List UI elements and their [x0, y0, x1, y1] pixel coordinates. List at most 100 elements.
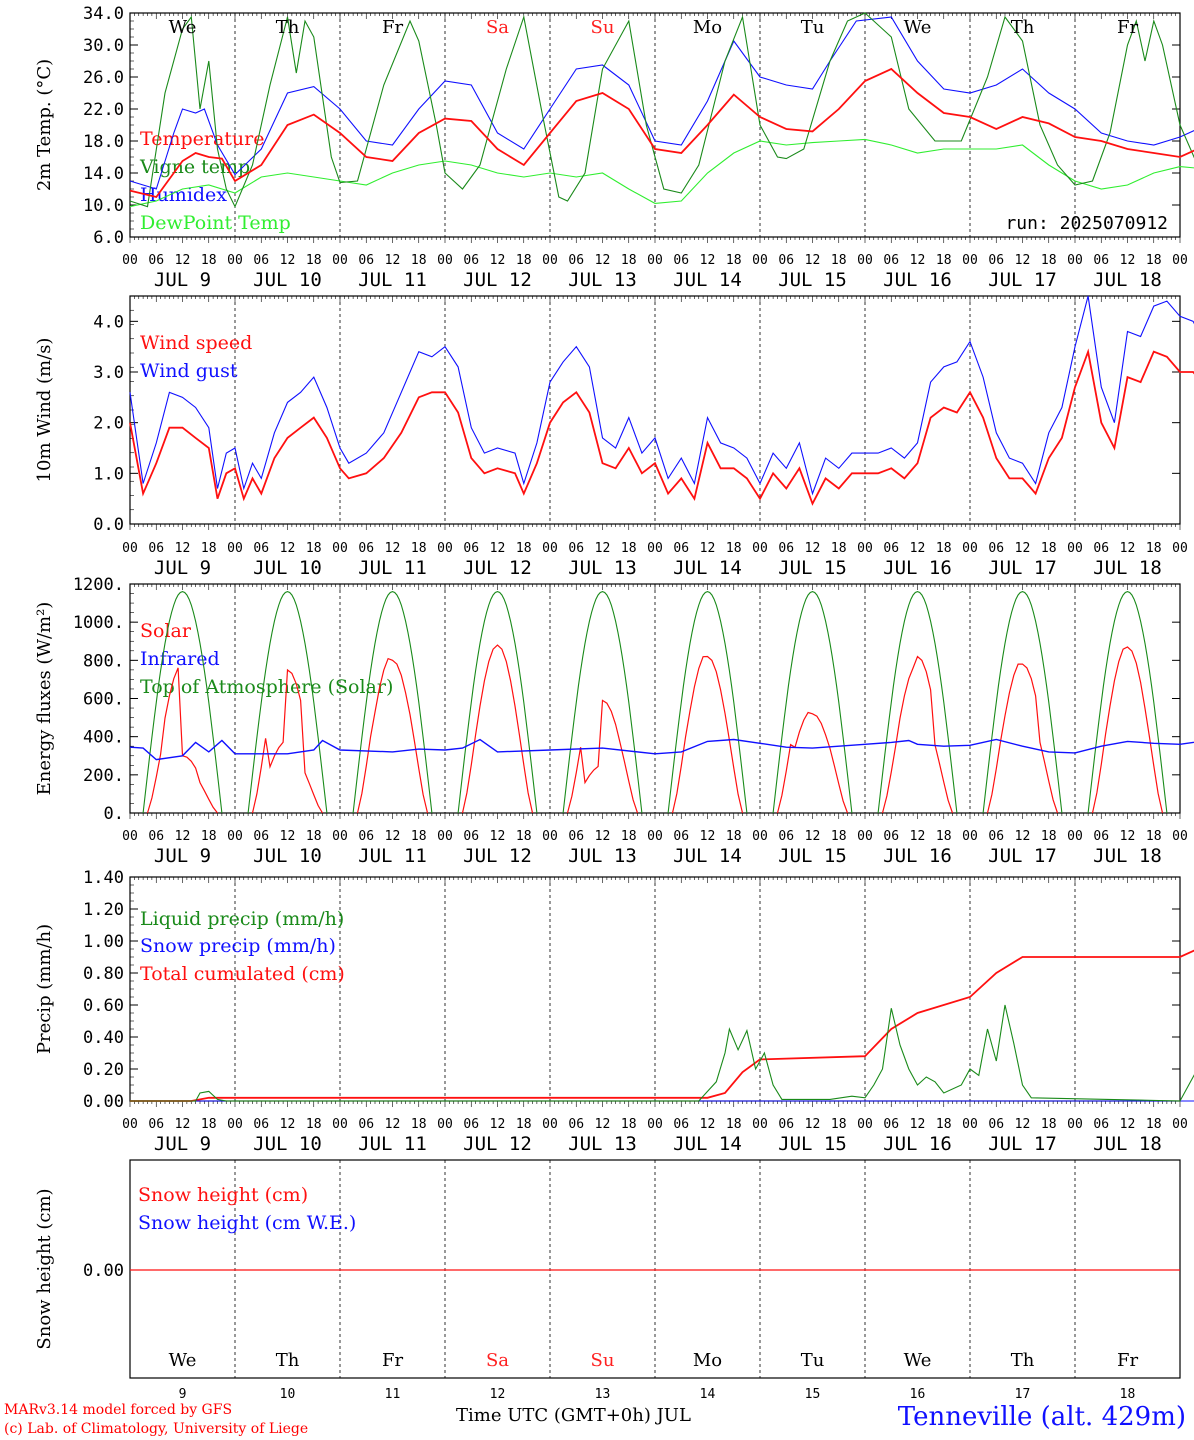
hour-tick-label: 18	[936, 1117, 952, 1132]
hour-tick-label: 18	[726, 253, 742, 268]
day-of-week-label: Tu	[801, 1350, 825, 1371]
y-tick-label: 1.40	[83, 868, 124, 888]
hour-tick-label: 00	[1067, 253, 1083, 268]
hour-tick-label: 00	[542, 829, 558, 844]
hour-tick-label: 12	[1015, 541, 1031, 556]
series-line-wind-gust	[129, 295, 1194, 496]
hour-tick-label: 12	[490, 541, 506, 556]
hour-tick-label: 12	[700, 1117, 716, 1132]
hour-tick-label: 12	[805, 829, 821, 844]
hour-tick-label: 00	[752, 253, 768, 268]
hour-tick-label: 18	[831, 253, 847, 268]
hour-tick-label: 06	[358, 253, 374, 268]
date-label: JUL 17	[988, 557, 1057, 579]
day-number-label: 12	[490, 1387, 506, 1402]
hour-tick-label: 00	[437, 253, 453, 268]
hour-tick-label: 12	[280, 829, 296, 844]
series-line-liquid-precip-mm-h-	[130, 1004, 1194, 1102]
day-of-week-label: Th	[1011, 1350, 1035, 1371]
hour-tick-label: 12	[910, 541, 926, 556]
hour-tick-label: 12	[1015, 829, 1031, 844]
day-number-label: 15	[805, 1387, 821, 1402]
day-number-label: 17	[1015, 1387, 1031, 1402]
hour-tick-label: 00	[962, 829, 978, 844]
hour-tick-label: 12	[595, 253, 611, 268]
hour-tick-label: 06	[883, 829, 899, 844]
y-tick-label: 400.	[83, 728, 124, 748]
y-axis-label: Energy fluxes (W/m²)	[34, 602, 55, 796]
hour-tick-label: 00	[1067, 541, 1083, 556]
hour-tick-label: 18	[201, 253, 217, 268]
hour-tick-label: 00	[1172, 829, 1188, 844]
y-tick-label: 0.60	[83, 996, 124, 1016]
hour-tick-label: 12	[1015, 253, 1031, 268]
y-tick-label: 0.0	[93, 515, 124, 535]
hour-tick-label: 06	[253, 1117, 269, 1132]
hour-tick-label: 12	[175, 253, 191, 268]
y-tick-label: 3.0	[93, 363, 124, 383]
hour-tick-label: 12	[805, 541, 821, 556]
hour-tick-label: 12	[910, 1117, 926, 1132]
y-tick-label: 14.0	[83, 164, 124, 184]
date-label: JUL 12	[463, 557, 532, 579]
date-label: JUL 16	[883, 1133, 952, 1155]
y-tick-label: 200.	[83, 766, 124, 786]
hour-tick-label: 06	[883, 253, 899, 268]
hour-tick-label: 06	[463, 541, 479, 556]
date-label: JUL 14	[673, 557, 742, 579]
date-label: JUL 15	[778, 269, 847, 291]
hour-tick-label: 06	[568, 253, 584, 268]
hour-tick-label: 18	[411, 1117, 427, 1132]
day-of-week-label: Su	[591, 1350, 615, 1371]
y-tick-label: 0.20	[83, 1060, 124, 1080]
hour-tick-label: 18	[201, 1117, 217, 1132]
date-label: JUL 18	[1093, 269, 1162, 291]
hour-tick-label: 00	[437, 541, 453, 556]
panel-3: 00 06 12 18 00 06 12 18 00 06 12 18 00 06 12 18 00 06 12 18…	[34, 575, 1194, 867]
hour-tick-label: 12	[280, 1117, 296, 1132]
hour-tick-label: 00	[647, 1117, 663, 1132]
hour-tick-label: 06	[358, 829, 374, 844]
hour-tick-label: 18	[831, 829, 847, 844]
date-label: JUL 18	[1093, 557, 1162, 579]
day-of-week-label: Mo	[693, 1350, 722, 1371]
date-label: JUL 12	[463, 269, 532, 291]
legend-entry: Temperature	[140, 128, 264, 150]
day-of-week-label: Fr	[382, 1350, 403, 1371]
hour-tick-label: 18	[201, 829, 217, 844]
hour-tick-label: 00	[122, 541, 138, 556]
hour-tick-label: 06	[463, 1117, 479, 1132]
date-label: JUL 17	[988, 845, 1057, 867]
date-label: JUL 13	[568, 1133, 637, 1155]
hour-tick-label: 06	[568, 829, 584, 844]
hour-tick-label: 06	[148, 541, 164, 556]
y-tick-label: 10.0	[83, 196, 124, 216]
hour-tick-label: 06	[883, 1117, 899, 1132]
hour-tick-label: 12	[1120, 541, 1136, 556]
day-of-week-label: We	[169, 1350, 197, 1371]
hour-tick-label: 12	[805, 1117, 821, 1132]
legend-entry: Vigne temp	[139, 156, 250, 178]
hour-tick-label: 18	[411, 829, 427, 844]
hour-tick-label: 00	[227, 253, 243, 268]
y-tick-label: 0.	[104, 804, 124, 824]
day-of-week-label: Sa	[486, 1350, 509, 1371]
hour-tick-label: 06	[253, 829, 269, 844]
hour-tick-label: 00	[857, 1117, 873, 1132]
date-label: JUL 18	[1093, 1133, 1162, 1155]
hour-tick-label: 00	[1172, 541, 1188, 556]
hour-tick-label: 00	[752, 829, 768, 844]
hour-tick-label: 12	[385, 829, 401, 844]
date-label: JUL 16	[883, 845, 952, 867]
hour-tick-label: 18	[306, 253, 322, 268]
day-of-week-label: Sa	[486, 17, 509, 38]
hour-tick-label: 18	[726, 541, 742, 556]
hour-tick-label: 06	[358, 1117, 374, 1132]
hour-tick-label: 00	[962, 1117, 978, 1132]
hour-tick-label: 12	[175, 541, 191, 556]
day-number-label: 9	[179, 1387, 187, 1402]
day-number-label: 13	[595, 1387, 611, 1402]
y-tick-label: 22.0	[83, 100, 124, 120]
date-label: JUL 16	[883, 557, 952, 579]
hour-tick-label: 06	[1093, 1117, 1109, 1132]
